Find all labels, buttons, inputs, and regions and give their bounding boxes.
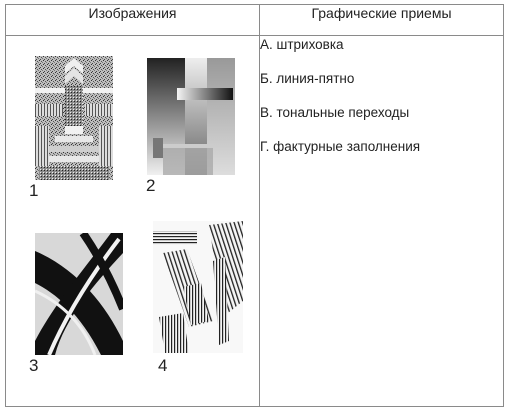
- image-2-number: 2: [146, 176, 156, 195]
- image-2-gradients: [147, 58, 235, 175]
- image-1-number: 1: [29, 181, 39, 200]
- techniques-cell: А. штриховка Б. линия-пятно В. тональные…: [259, 35, 504, 407]
- image-1-texture: [35, 56, 113, 180]
- content-row: 1 2: [5, 35, 504, 407]
- images-cell: 1 2: [5, 35, 260, 407]
- task-table: Изображения Графические приемы: [5, 4, 504, 407]
- header-row: Изображения Графические приемы: [5, 4, 504, 36]
- image-3-number: 3: [29, 356, 39, 375]
- image-4-number: 4: [158, 356, 168, 375]
- image-4-hatching: [153, 221, 243, 353]
- header-images: Изображения: [5, 4, 260, 36]
- technique-a: А. штриховка: [260, 37, 344, 52]
- header-techniques: Графические приемы: [259, 4, 504, 36]
- technique-c: В. тональные переходы: [260, 105, 410, 120]
- technique-d: Г. фактурные заполнения: [260, 139, 421, 154]
- image-3-line-spot: [35, 233, 123, 355]
- technique-b: Б. линия-пятно: [260, 71, 355, 86]
